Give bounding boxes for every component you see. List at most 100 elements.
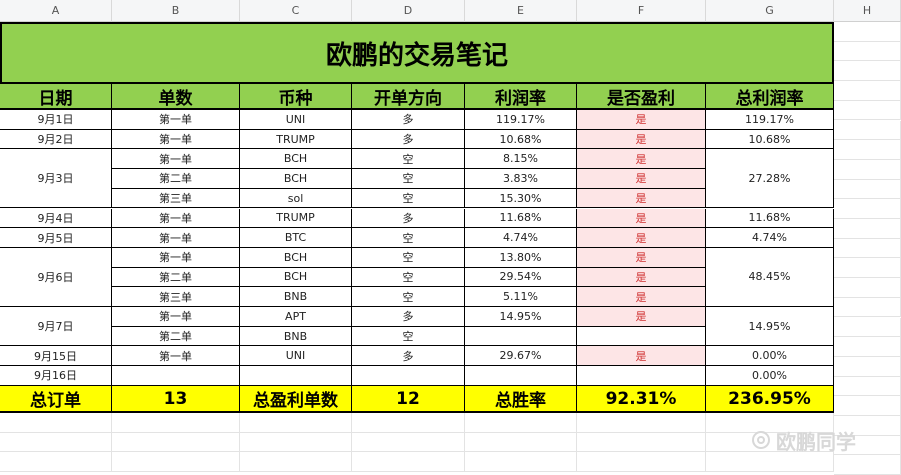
- win-cell[interactable]: 是: [577, 346, 706, 367]
- win-rate-value[interactable]: 92.31%: [577, 386, 706, 413]
- profit-cell[interactable]: 14.95%: [465, 307, 577, 327]
- empty-cell[interactable]: [465, 432, 577, 453]
- coin-cell[interactable]: UNI: [240, 110, 352, 130]
- order-cell[interactable]: 第二单: [112, 326, 240, 347]
- direction-cell[interactable]: [352, 366, 465, 386]
- direction-cell[interactable]: 多: [352, 110, 465, 130]
- column-header[interactable]: G: [706, 0, 834, 22]
- profit-cell[interactable]: [465, 366, 577, 386]
- header-cell[interactable]: 总利润率: [706, 84, 834, 110]
- date-cell[interactable]: 9月2日: [0, 129, 112, 150]
- win-cell[interactable]: 是: [577, 149, 706, 170]
- date-cell[interactable]: 9月1日: [0, 110, 112, 130]
- profit-cell[interactable]: 4.74%: [465, 228, 577, 248]
- empty-cell[interactable]: [834, 278, 901, 298]
- column-header[interactable]: F: [577, 0, 706, 22]
- total-orders-value[interactable]: 13: [112, 386, 240, 413]
- order-cell[interactable]: 第二单: [112, 267, 240, 288]
- empty-cell[interactable]: [834, 120, 901, 141]
- date-cell[interactable]: 9月15日: [0, 346, 112, 367]
- total-profit-cell[interactable]: 27.28%: [706, 149, 834, 209]
- coin-cell[interactable]: BCH: [240, 267, 352, 288]
- order-cell[interactable]: 第一单: [112, 346, 240, 367]
- column-header[interactable]: C: [240, 0, 352, 22]
- profit-cell[interactable]: 11.68%: [465, 208, 577, 229]
- empty-cell[interactable]: [0, 432, 112, 453]
- empty-cell[interactable]: [465, 413, 577, 433]
- empty-cell[interactable]: [834, 337, 901, 357]
- empty-cell[interactable]: [112, 432, 240, 453]
- date-cell[interactable]: 9月5日: [0, 228, 112, 248]
- date-cell[interactable]: 9月7日: [0, 307, 112, 347]
- profit-cell[interactable]: 3.83%: [465, 169, 577, 189]
- direction-cell[interactable]: 多: [352, 307, 465, 327]
- empty-cell[interactable]: [834, 61, 901, 82]
- coin-cell[interactable]: BCH: [240, 247, 352, 268]
- date-cell[interactable]: 9月16日: [0, 366, 112, 386]
- direction-cell[interactable]: 多: [352, 346, 465, 367]
- empty-cell[interactable]: [0, 452, 112, 473]
- empty-cell[interactable]: [112, 413, 240, 433]
- date-cell[interactable]: 9月4日: [0, 208, 112, 229]
- order-cell[interactable]: 第一单: [112, 228, 240, 248]
- header-cell[interactable]: 开单方向: [352, 84, 465, 110]
- sheet-title[interactable]: 欧鹏的交易笔记: [0, 22, 834, 84]
- profit-cell[interactable]: 5.11%: [465, 287, 577, 307]
- empty-cell[interactable]: [834, 199, 901, 219]
- win-cell[interactable]: [577, 326, 706, 347]
- empty-cell[interactable]: [834, 22, 901, 42]
- column-header[interactable]: B: [112, 0, 240, 22]
- total-profit-cell[interactable]: 48.45%: [706, 247, 834, 307]
- coin-cell[interactable]: BCH: [240, 149, 352, 170]
- order-cell[interactable]: 第一单: [112, 208, 240, 229]
- order-cell[interactable]: 第三单: [112, 287, 240, 307]
- direction-cell[interactable]: 多: [352, 129, 465, 150]
- header-cell[interactable]: 单数: [112, 84, 240, 110]
- win-orders-label[interactable]: 总盈利单数: [240, 386, 352, 413]
- empty-cell[interactable]: [706, 413, 834, 433]
- empty-cell[interactable]: [240, 432, 352, 453]
- order-cell[interactable]: 第一单: [112, 110, 240, 130]
- total-profit-cell[interactable]: 11.68%: [706, 208, 834, 229]
- column-header[interactable]: D: [352, 0, 465, 22]
- total-profit-cell[interactable]: 14.95%: [706, 307, 834, 347]
- date-cell[interactable]: 9月3日: [0, 149, 112, 209]
- profit-cell[interactable]: 15.30%: [465, 188, 577, 209]
- empty-cell[interactable]: [834, 396, 901, 416]
- order-cell[interactable]: 第二单: [112, 169, 240, 189]
- coin-cell[interactable]: BCH: [240, 169, 352, 189]
- empty-cell[interactable]: [834, 41, 901, 62]
- direction-cell[interactable]: 多: [352, 208, 465, 229]
- coin-cell[interactable]: TRUMP: [240, 129, 352, 150]
- empty-cell[interactable]: [352, 413, 465, 433]
- total-profit-cell[interactable]: 0.00%: [706, 346, 834, 367]
- coin-cell[interactable]: UNI: [240, 346, 352, 367]
- empty-cell[interactable]: [834, 219, 901, 239]
- profit-cell[interactable]: 13.80%: [465, 247, 577, 268]
- empty-cell[interactable]: [352, 432, 465, 453]
- win-cell[interactable]: 是: [577, 110, 706, 130]
- empty-cell[interactable]: [465, 452, 577, 473]
- header-cell[interactable]: 利润率: [465, 84, 577, 110]
- total-profit-cell[interactable]: 119.17%: [706, 110, 834, 130]
- empty-cell[interactable]: [834, 356, 901, 377]
- direction-cell[interactable]: 空: [352, 247, 465, 268]
- total-profit-value[interactable]: 236.95%: [706, 386, 834, 413]
- empty-cell[interactable]: [240, 452, 352, 473]
- win-cell[interactable]: [577, 366, 706, 386]
- profit-cell[interactable]: 8.15%: [465, 149, 577, 170]
- direction-cell[interactable]: 空: [352, 267, 465, 288]
- order-cell[interactable]: 第一单: [112, 247, 240, 268]
- win-cell[interactable]: 是: [577, 247, 706, 268]
- empty-cell[interactable]: [834, 376, 901, 397]
- empty-cell[interactable]: [577, 452, 706, 473]
- empty-cell[interactable]: [112, 452, 240, 473]
- win-cell[interactable]: 是: [577, 208, 706, 229]
- win-cell[interactable]: 是: [577, 129, 706, 150]
- direction-cell[interactable]: 空: [352, 326, 465, 347]
- empty-cell[interactable]: [834, 179, 901, 200]
- empty-cell[interactable]: [834, 317, 901, 338]
- coin-cell[interactable]: APT: [240, 307, 352, 327]
- header-cell[interactable]: 是否盈利: [577, 84, 706, 110]
- coin-cell[interactable]: BNB: [240, 287, 352, 307]
